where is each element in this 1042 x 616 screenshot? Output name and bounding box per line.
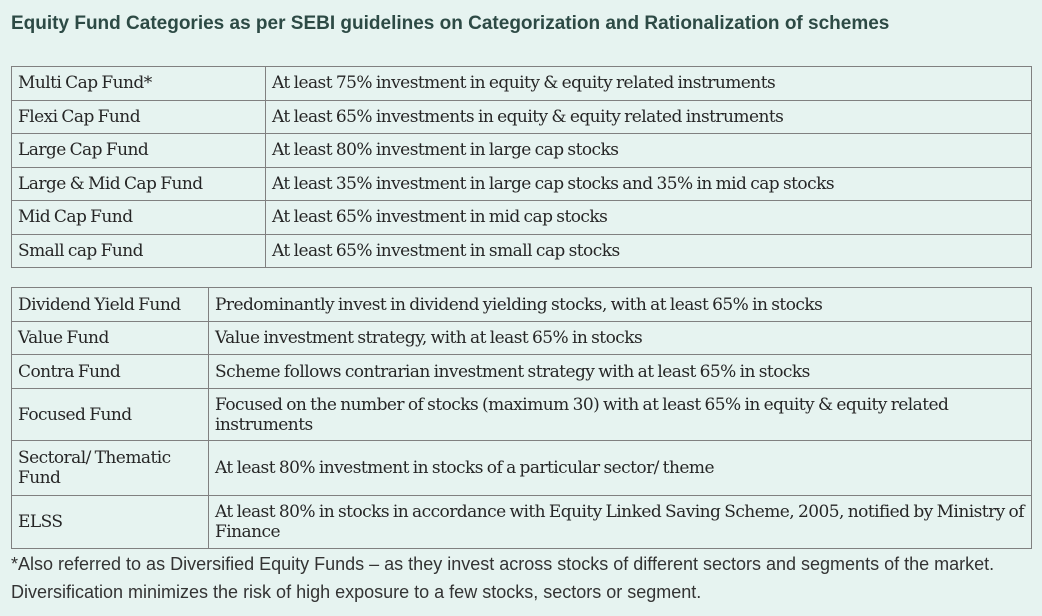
- category-cell: Small cap Fund: [11, 233, 266, 268]
- category-cell: Dividend Yield Fund: [11, 287, 209, 322]
- category-cell: Contra Fund: [11, 354, 209, 389]
- table-row: Dividend Yield Fund Predominantly invest…: [11, 287, 1032, 322]
- table-row: ELSS At least 80% in stocks in accordanc…: [11, 495, 1032, 549]
- description-cell: At least 80% investment in stocks of a p…: [208, 440, 1032, 496]
- description-cell: At least 65% investment in small cap sto…: [265, 233, 1032, 268]
- table-row: Large & Mid Cap Fund At least 35% invest…: [11, 166, 1032, 201]
- category-cell: Multi Cap Fund*: [11, 66, 266, 101]
- table-row: Flexi Cap Fund At least 65% investments …: [11, 99, 1032, 134]
- description-cell: At least 65% investment in mid cap stock…: [265, 200, 1032, 235]
- table-row: Multi Cap Fund* At least 75% investment …: [11, 66, 1032, 101]
- table-row: Mid Cap Fund At least 65% investment in …: [11, 200, 1032, 235]
- page-title: Equity Fund Categories as per SEBI guide…: [11, 13, 890, 34]
- category-cell: Focused Fund: [11, 388, 209, 441]
- category-cell: ELSS: [11, 495, 209, 549]
- description-cell: At least 80% investment in large cap sto…: [265, 133, 1032, 168]
- table-row: Small cap Fund At least 65% investment i…: [11, 233, 1032, 268]
- description-cell: Focused on the number of stocks (maximum…: [208, 388, 1032, 441]
- table-row: Value Fund Value investment strategy, wi…: [11, 321, 1032, 355]
- category-cell: Sectoral/ Thematic Fund: [11, 440, 209, 496]
- footnote: *Also referred to as Diversified Equity …: [11, 554, 995, 602]
- equity-categories-table-2: Dividend Yield Fund Predominantly invest…: [11, 287, 1032, 549]
- category-cell: Flexi Cap Fund: [11, 99, 266, 134]
- description-cell: At least 80% in stocks in accordance wit…: [208, 495, 1032, 549]
- table-row: Sectoral/ Thematic Fund At least 80% inv…: [11, 440, 1032, 496]
- table-row: Focused Fund Focused on the number of st…: [11, 388, 1032, 441]
- description-cell: At least 65% investments in equity & equ…: [265, 99, 1032, 134]
- table-row: Contra Fund Scheme follows contrarian in…: [11, 354, 1032, 389]
- table-row: Large Cap Fund At least 80% investment i…: [11, 133, 1032, 168]
- equity-categories-table-1: Multi Cap Fund* At least 75% investment …: [11, 66, 1032, 268]
- description-cell: At least 75% investment in equity & equi…: [265, 66, 1032, 101]
- description-cell: Predominantly invest in dividend yieldin…: [208, 287, 1032, 322]
- category-cell: Large & Mid Cap Fund: [11, 166, 266, 201]
- description-cell: Value investment strategy, with at least…: [208, 321, 1032, 355]
- category-cell: Mid Cap Fund: [11, 200, 266, 235]
- category-cell: Value Fund: [11, 321, 209, 355]
- category-cell: Large Cap Fund: [11, 133, 266, 168]
- description-cell: Scheme follows contrarian investment str…: [208, 354, 1032, 389]
- description-cell: At least 35% investment in large cap sto…: [265, 166, 1032, 201]
